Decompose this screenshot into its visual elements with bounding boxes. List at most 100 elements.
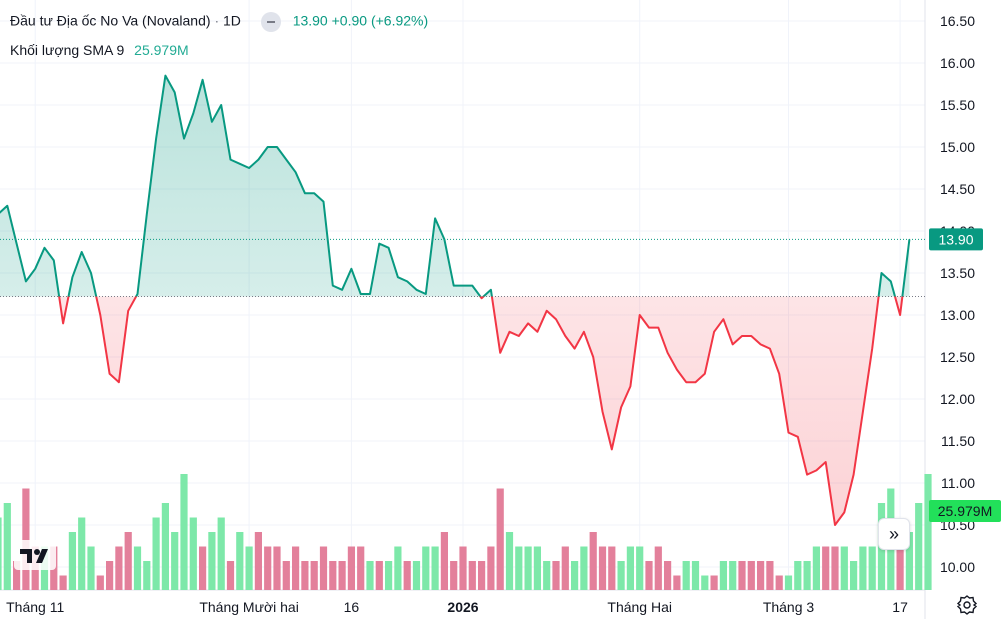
y-tick-label: 13.00 <box>940 307 975 323</box>
series-line-up <box>0 74 911 297</box>
volume-bar <box>217 517 225 590</box>
volume-bar <box>747 561 755 590</box>
volume-bar <box>78 517 86 590</box>
volume-bar <box>152 517 160 590</box>
y-axis: 16.5016.0015.5015.0014.5014.0013.5013.00… <box>940 13 975 575</box>
volume-bar <box>654 546 662 590</box>
y-tick-label: 10.00 <box>940 559 975 575</box>
volume-bar <box>794 561 802 590</box>
price-line <box>0 74 925 526</box>
volume-legend: Khối lượng SMA 9 25.979M <box>10 42 189 58</box>
volume-bar <box>664 561 672 590</box>
x-axis: Tháng 11 Tháng Mười hai 16 2026 Tháng Hai Thá… <box>6 599 908 615</box>
y-tick-label: 16.00 <box>940 55 975 71</box>
volume-bar <box>87 546 95 590</box>
volume-bar <box>301 561 309 590</box>
volume-bar <box>868 546 876 590</box>
volume-bar <box>440 532 448 590</box>
volume-bar <box>682 561 690 590</box>
volume-bar <box>710 575 718 590</box>
volume-bar <box>459 546 467 590</box>
last-price-tag-bg <box>929 228 983 251</box>
volume-bar <box>254 532 262 590</box>
volume-bars <box>0 474 932 590</box>
volume-bar <box>757 561 765 590</box>
volume-bar <box>784 575 793 590</box>
volume-bar <box>133 546 142 590</box>
collapse-icon[interactable] <box>260 12 281 32</box>
volume-bar <box>236 532 244 590</box>
volume-bar <box>850 561 858 590</box>
volume-bar <box>589 532 597 590</box>
volume-bar <box>478 561 486 590</box>
y-tick-label: 13.50 <box>940 265 975 281</box>
volume-bar <box>366 561 374 590</box>
volume-indicator-value: 25.979M <box>134 42 189 58</box>
volume-bar <box>543 561 551 590</box>
volume-bar <box>719 561 727 590</box>
header-separator: · <box>214 12 220 29</box>
last-price: 13.90 <box>292 12 328 29</box>
volume-bar <box>701 575 709 590</box>
settings-gear-icon[interactable] <box>956 594 978 616</box>
volume-bar <box>645 561 653 590</box>
volume-bar <box>199 546 207 590</box>
volume-bar <box>515 546 523 590</box>
volume-bar <box>496 488 504 590</box>
volume-bar <box>859 546 867 590</box>
expand-icon[interactable]: » <box>878 518 910 550</box>
volume-bar <box>905 532 913 590</box>
volume-bar <box>812 546 820 590</box>
volume-bar <box>375 561 383 590</box>
x-tick-label: 17 <box>892 599 908 615</box>
volume-tag: 25.979M <box>938 503 992 519</box>
volume-bar <box>357 546 365 590</box>
volume-bar <box>310 561 318 590</box>
volume-bar <box>831 546 839 590</box>
volume-bar <box>0 517 2 590</box>
volume-bar <box>273 546 281 590</box>
volume-bar <box>226 561 235 590</box>
volume-bar <box>822 546 830 590</box>
volume-bar <box>775 575 783 590</box>
y-tick-label: 14.50 <box>940 181 975 197</box>
volume-bar <box>673 575 681 590</box>
tradingview-logo-icon[interactable] <box>14 540 56 570</box>
x-tick-label: Tháng Hai <box>607 599 672 615</box>
volume-bar <box>412 561 421 590</box>
volume-bar <box>729 561 737 590</box>
volume-bar <box>915 503 923 590</box>
volume-indicator-label[interactable]: Khối lượng SMA 9 <box>10 42 125 58</box>
y-tick-label: 16.50 <box>940 13 975 29</box>
volume-bar <box>115 546 123 590</box>
volume-bar <box>68 532 76 590</box>
volume-bar <box>617 561 625 590</box>
symbol-title[interactable]: Đầu tư Địa ốc No Va (Novaland) <box>10 12 211 29</box>
volume-bar <box>143 561 151 590</box>
x-tick-label: Tháng Mười hai <box>199 599 298 615</box>
volume-bar <box>561 546 569 590</box>
y-tick-label: 15.50 <box>940 97 975 113</box>
volume-bar <box>338 561 346 590</box>
volume-bar <box>106 561 114 590</box>
y-tick-label: 12.50 <box>940 349 975 365</box>
series-line-down <box>58 296 904 526</box>
volume-bar <box>96 575 104 590</box>
volume-bar <box>524 546 532 590</box>
volume-bar <box>3 503 11 590</box>
volume-bar <box>124 532 132 590</box>
volume-bar <box>533 546 541 590</box>
volume-bar <box>292 546 300 590</box>
volume-bar <box>422 546 430 590</box>
volume-bar <box>468 561 476 590</box>
y-tick-label: 15.00 <box>940 139 975 155</box>
x-tick-label: Tháng 3 <box>763 599 815 615</box>
x-tick-label: 2026 <box>447 599 478 615</box>
volume-bar <box>264 546 272 590</box>
volume-bar <box>840 546 848 590</box>
x-tick-label: Tháng 11 <box>6 599 64 615</box>
volume-tag-bg <box>929 500 1001 522</box>
price-change: +0.90 <box>331 12 368 29</box>
interval-label[interactable]: 1D <box>223 12 241 29</box>
